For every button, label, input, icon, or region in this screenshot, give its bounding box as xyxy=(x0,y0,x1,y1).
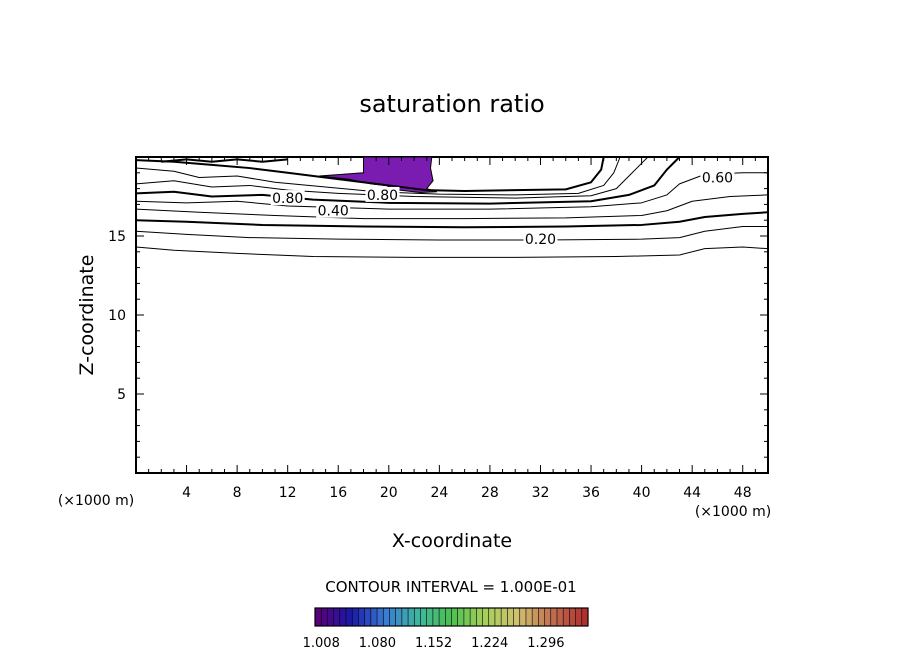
colorbar-band xyxy=(476,608,483,626)
colorbar-band xyxy=(315,608,322,626)
contour-line xyxy=(135,246,769,258)
x-tick-label: 36 xyxy=(582,485,600,501)
contour-line xyxy=(135,211,769,229)
contour-line xyxy=(135,156,649,199)
colorbar-tick-label: 1.080 xyxy=(359,636,396,651)
colorbar-band xyxy=(513,608,520,626)
colorbar-band xyxy=(532,608,539,626)
contour-interval-text: CONTOUR INTERVAL = 1.000E-01 xyxy=(325,578,576,596)
colorbar-band xyxy=(457,608,464,626)
colorbar-tick-label: 1.296 xyxy=(527,636,564,651)
tick-mark-layer xyxy=(136,157,768,473)
y-tick-labels: 5 10 15 xyxy=(108,229,126,403)
colorbar-band xyxy=(569,608,576,626)
x-tick-label: 28 xyxy=(481,485,499,501)
colorbar-tick-label: 1.008 xyxy=(303,636,340,651)
x-tick-label: 32 xyxy=(532,485,550,501)
contour-label: 0.80 xyxy=(272,191,303,207)
colorbar-band xyxy=(525,608,533,626)
contour-line xyxy=(135,156,681,205)
contour-label-bg xyxy=(316,202,351,218)
colorbar-tick-label: 1.152 xyxy=(415,636,452,651)
colorbar-band xyxy=(370,608,378,626)
x-tick-label: 16 xyxy=(329,485,347,501)
x-tick-label: 20 xyxy=(380,485,398,501)
colorbar-band xyxy=(550,608,557,626)
contour-label-bg xyxy=(365,186,400,202)
x-axis-label: X-coordinate xyxy=(392,530,512,552)
colorbar-band xyxy=(432,608,440,626)
colorbar-band xyxy=(364,608,371,626)
colorbar-band xyxy=(482,608,489,626)
x-tick-label: 8 xyxy=(233,485,242,501)
contour-label: 0.20 xyxy=(525,232,556,248)
x-tick-label: 40 xyxy=(633,485,651,501)
x-unit-label-left: (×1000 m) xyxy=(58,493,134,509)
colorbar-band xyxy=(377,608,384,626)
y-axis-label: Z-coordinate xyxy=(76,255,98,376)
contour-line xyxy=(135,194,769,220)
y-tick-label: 10 xyxy=(108,308,126,324)
contour-label-bg xyxy=(270,190,305,206)
colorbar-tick-labels: 1.008 1.080 1.152 1.224 1.296 xyxy=(303,636,565,651)
x-tick-label: 24 xyxy=(430,485,448,501)
contour-layer xyxy=(135,156,769,258)
contour-label: 0.80 xyxy=(367,188,398,204)
contour-label-bg xyxy=(700,169,735,185)
colorbar-band xyxy=(494,608,502,626)
y-tick-label: 15 xyxy=(108,229,126,245)
colorbar-band xyxy=(451,608,458,626)
colorbar-band xyxy=(420,608,427,626)
colorbar-band xyxy=(544,608,551,626)
colorbar-band xyxy=(519,608,526,626)
colorbar-band xyxy=(501,608,508,626)
colorbar-band xyxy=(439,608,446,626)
x-tick-labels: 4 8 12 16 20 24 28 32 36 40 44 48 xyxy=(182,485,752,501)
y-tick-label: 5 xyxy=(117,387,126,403)
colorbar-band xyxy=(346,608,353,626)
x-tick-label: 12 xyxy=(279,485,297,501)
chart-title: saturation ratio xyxy=(359,90,544,118)
contour-label: 0.60 xyxy=(702,171,733,187)
x-tick-label: 48 xyxy=(734,485,752,501)
colorbar-tick-label: 1.224 xyxy=(471,636,508,651)
colorbar-band xyxy=(352,608,359,626)
colorbar-band xyxy=(556,608,564,626)
contour-label: 0.40 xyxy=(318,204,349,220)
colorbar-band xyxy=(383,608,390,626)
colorbar-band xyxy=(563,608,570,626)
colorbar-band xyxy=(395,608,402,626)
colorbar-band xyxy=(463,608,471,626)
colorbar-bands xyxy=(314,608,588,626)
colorbar-band xyxy=(575,608,582,626)
colorbar-band xyxy=(408,608,415,626)
contour-label-bg xyxy=(523,231,558,247)
contour-line xyxy=(135,156,605,192)
colorbar-band xyxy=(445,608,452,626)
plot-frame xyxy=(135,156,769,474)
colorbar-frame xyxy=(314,607,589,627)
x-tick-label: 44 xyxy=(683,485,701,501)
colorbar-band xyxy=(333,608,340,626)
colorbar-band xyxy=(321,608,328,626)
colorbar-band xyxy=(401,608,409,626)
colorbar-band xyxy=(414,608,421,626)
contour-label-layer: 0.60 0.80 0.80 0.40 0.20 xyxy=(270,169,735,248)
plot-area: 0.60 0.80 0.80 0.40 0.20 xyxy=(135,156,769,474)
colorbar-band xyxy=(426,608,433,626)
colorbar-band xyxy=(389,608,396,626)
colorbar-band xyxy=(488,608,495,626)
x-tick-label: 4 xyxy=(182,485,191,501)
colorbar-band xyxy=(339,608,347,626)
colorbar: 1.008 1.080 1.152 1.224 1.296 xyxy=(303,607,589,651)
colorbar-band xyxy=(327,608,334,626)
colorbar-band xyxy=(358,608,365,626)
colorbar-band xyxy=(507,608,514,626)
colorbar-band xyxy=(538,608,545,626)
colorbar-band xyxy=(470,608,477,626)
colorbar-band xyxy=(581,608,588,626)
x-unit-label-right: (×1000 m) xyxy=(695,504,771,520)
